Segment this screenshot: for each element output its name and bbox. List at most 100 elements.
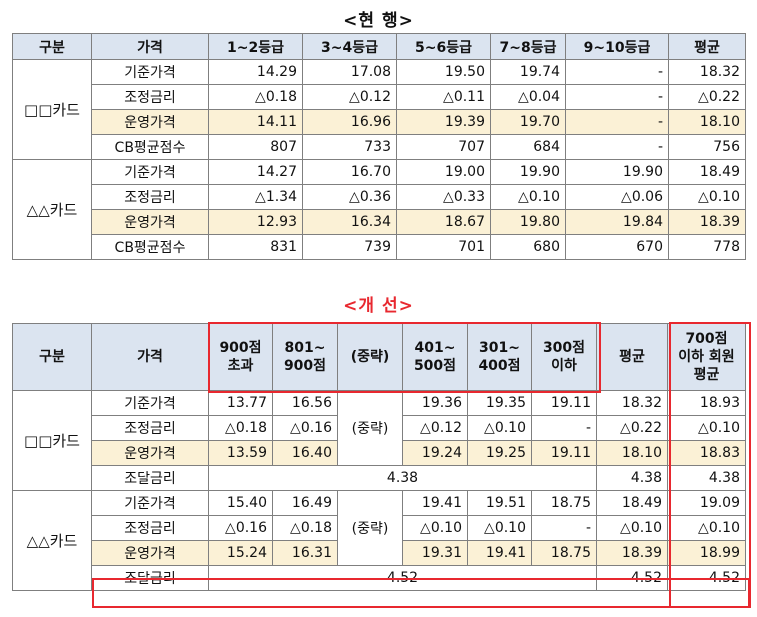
table-cell: 19.70 — [490, 109, 566, 135]
table-cell: △0.10 — [402, 515, 468, 541]
header-cell: 300점 이하 — [531, 323, 597, 391]
header-cell: 700점 이하 회원 평균 — [667, 323, 746, 391]
row-label: 운영가격 — [91, 440, 209, 466]
table-cell: 14.27 — [208, 159, 303, 185]
table-cell: 670 — [565, 234, 669, 260]
group-label: □□카드 — [12, 59, 92, 160]
table-cell: 16.31 — [272, 540, 338, 566]
table-cell: 739 — [302, 234, 397, 260]
header-cell: 가격 — [91, 33, 209, 60]
funding-value: 4.52 — [208, 565, 597, 591]
table-cell: 18.39 — [668, 209, 746, 235]
table-row: □□카드 기준가격 13.77 16.56 (중략) 19.36 19.35 19.11 18.… — [12, 390, 746, 491]
table-cell: △0.22 — [668, 84, 746, 110]
table-cell: 18.99 — [667, 540, 746, 566]
header-cell: 구분 — [12, 33, 92, 60]
table-cell: 19.50 — [396, 59, 491, 85]
table-cell: 733 — [302, 134, 397, 160]
table-cell: △0.18 — [272, 515, 338, 541]
funding-row: 조달금리 4.38 4.38 4.38 — [13, 465, 746, 491]
row-label: 조정금리 — [91, 184, 209, 210]
table-cell: - — [565, 84, 669, 110]
table-cell: 18.10 — [668, 109, 746, 135]
funding-row: 조달금리 4.52 4.52 4.52 — [13, 565, 746, 591]
row-label: 기준가격 — [91, 390, 209, 416]
table-cell: △0.10 — [667, 515, 746, 541]
group-label: △△카드 — [12, 159, 92, 260]
table-cell: △0.16 — [272, 415, 338, 441]
group-label: △△카드 — [12, 490, 92, 591]
table-cell: 19.25 — [467, 440, 532, 466]
row-label: 기준가격 — [91, 59, 209, 85]
row-label: 조달금리 — [91, 565, 209, 591]
table-cell: 16.70 — [302, 159, 397, 185]
table-cell: 18.39 — [596, 540, 668, 566]
table-cell: 16.40 — [272, 440, 338, 466]
table-cell: 15.24 — [208, 540, 273, 566]
row-label: 기준가격 — [91, 490, 209, 516]
table-row: □□카드 기준가격 14.29 17.08 19.50 19.74-18.32 — [12, 59, 746, 160]
table-cell: 13.77 — [208, 390, 273, 416]
header-cell: 구분 — [12, 323, 92, 391]
table-cell: 17.08 — [302, 59, 397, 85]
table-cell: 16.49 — [272, 490, 338, 516]
table-cell: - — [531, 415, 597, 441]
table-cell: △0.04 — [490, 84, 566, 110]
table-cell: 680 — [490, 234, 566, 260]
improved-title: <개 선> — [343, 296, 414, 316]
table-cell: 778 — [668, 234, 746, 260]
table-cell: 19.41 — [402, 490, 468, 516]
table-row: 운영가격 12.93 16.34 18.67 19.80 19.84 18.39 — [13, 209, 746, 235]
table-cell: △0.18 — [208, 415, 273, 441]
table-cell: 19.80 — [490, 209, 566, 235]
table-cell: 19.36 — [402, 390, 468, 416]
table-cell: 16.96 — [302, 109, 397, 135]
table-cell: - — [531, 515, 597, 541]
table-cell: 19.51 — [467, 490, 532, 516]
table-cell: 18.32 — [668, 59, 746, 85]
table-cell: 16.56 — [272, 390, 338, 416]
table-cell: 19.11 — [531, 390, 597, 416]
table-cell: △0.12 — [302, 84, 397, 110]
omitted-cell: (중략) — [337, 490, 403, 566]
table-cell: 14.11 — [208, 109, 303, 135]
row-label: CB평균점수 — [91, 134, 209, 160]
funding-avg: 4.38 — [596, 465, 668, 491]
header-cell: 평균 — [596, 323, 668, 391]
table-cell: - — [565, 134, 669, 160]
funding-avg700: 4.38 — [667, 465, 746, 491]
table-cell: 16.34 — [302, 209, 397, 235]
row-label: CB평균점수 — [91, 234, 209, 260]
table-cell: 684 — [490, 134, 566, 160]
row-label: 기준가격 — [91, 159, 209, 185]
funding-avg700: 4.52 — [667, 565, 746, 591]
table-cell: △0.36 — [302, 184, 397, 210]
table-row: 운영가격 14.11 16.96 19.39 19.70-18.10 — [13, 109, 746, 135]
table-cell: 18.75 — [531, 540, 597, 566]
table-cell: 18.49 — [596, 490, 668, 516]
table-cell: △0.10 — [490, 184, 566, 210]
current-table: 구분 가격 1~2등급 3~4등급 5~6등급 7~8등급 9~10등급 평균 … — [12, 33, 746, 260]
header-cell: 9~10등급 — [565, 33, 669, 60]
table-row: 조정금리 △0.18 △0.16 △0.12 △0.10- △0.22 △0.10 — [13, 415, 746, 441]
table-cell: 19.39 — [396, 109, 491, 135]
header-cell: 3~4등급 — [302, 33, 397, 60]
header-cell: 401~ 500점 — [402, 323, 468, 391]
table-cell: 19.35 — [467, 390, 532, 416]
table-cell: △0.06 — [565, 184, 669, 210]
header-cell: (중략) — [337, 323, 403, 391]
row-label: 운영가격 — [91, 540, 209, 566]
table-cell: 701 — [396, 234, 491, 260]
table-cell: 19.84 — [565, 209, 669, 235]
header-cell: 801~ 900점 — [272, 323, 338, 391]
row-label: 운영가격 — [91, 109, 209, 135]
header-cell: 301~ 400점 — [467, 323, 532, 391]
table-cell: 15.40 — [208, 490, 273, 516]
table-cell: 18.10 — [596, 440, 668, 466]
table-cell: 19.24 — [402, 440, 468, 466]
table-row: 조정금리 △1.34 △0.36 △0.33 △0.10 △0.06 △0.10 — [13, 184, 746, 210]
table-cell: 14.29 — [208, 59, 303, 85]
omitted-cell: (중략) — [337, 390, 403, 466]
header-cell: 7~8등급 — [490, 33, 566, 60]
table-cell: 18.75 — [531, 490, 597, 516]
